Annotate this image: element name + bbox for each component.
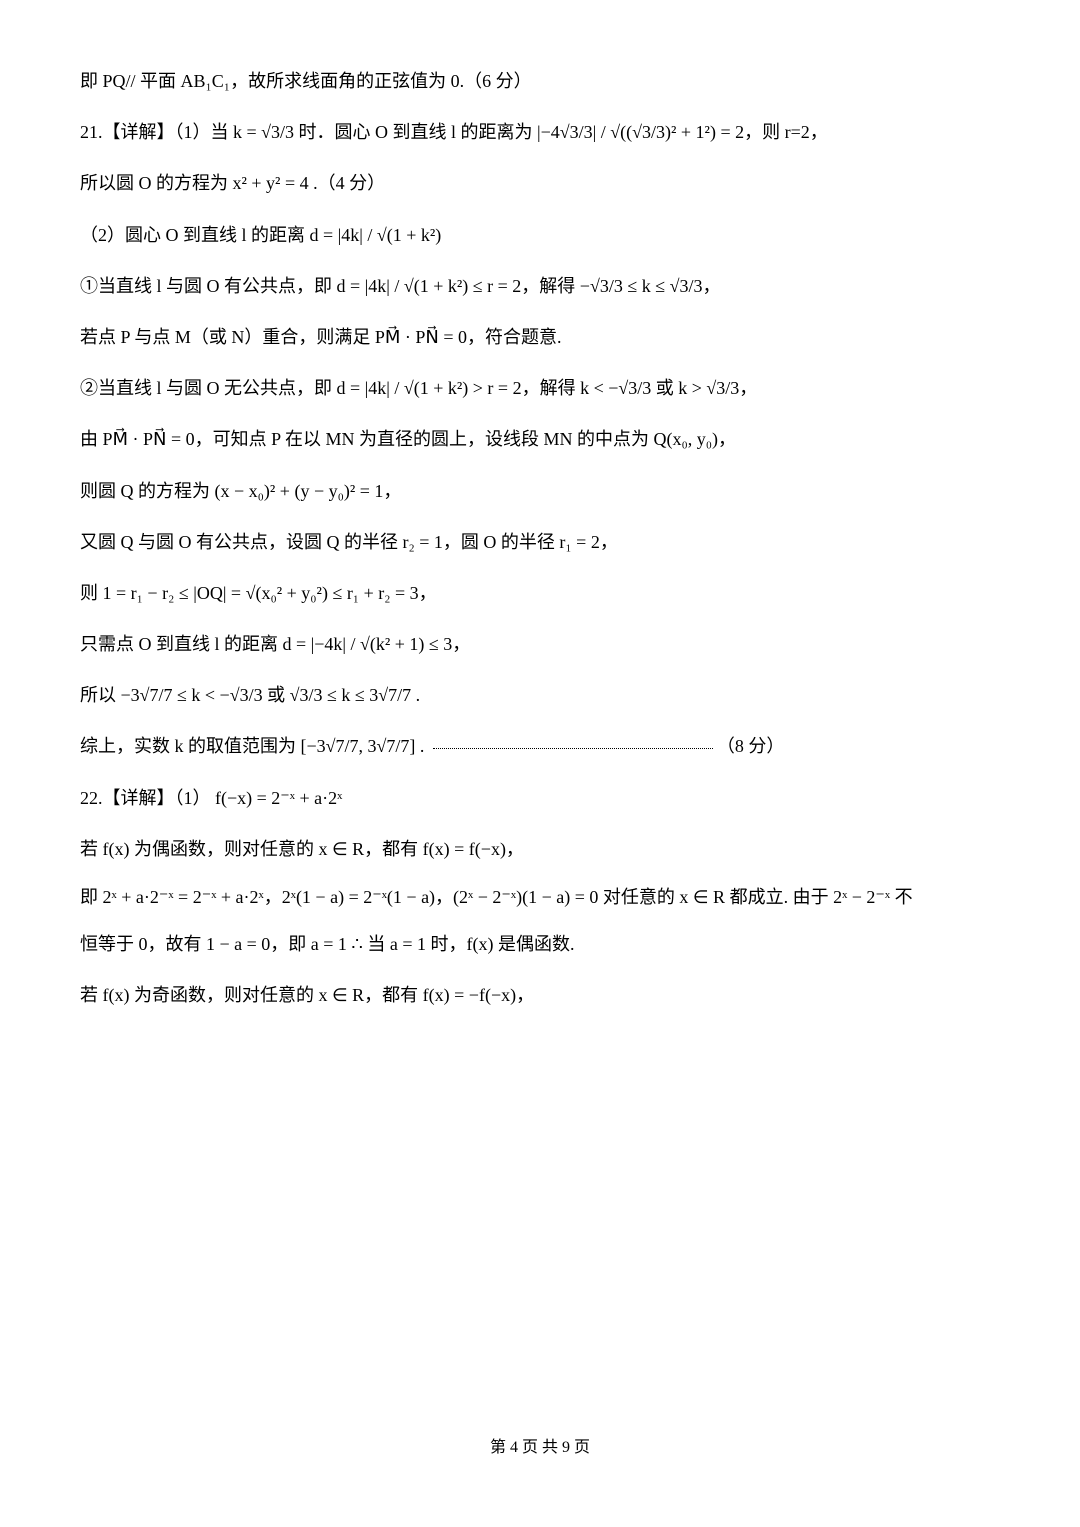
- line-21-part1: 21.【详解】（1）当 k = √3/3 时．圆心 O 到直线 l 的距离为 |…: [80, 111, 1000, 154]
- line-pq-plane: 即 PQ// 平面 AB₁C₁，故所求线面角的正弦值为 0.（6 分）: [80, 60, 1000, 103]
- line-odd-function: 若 f(x) 为奇函数，则对任意的 x ∈ R，都有 f(x) = −f(−x)…: [80, 974, 1000, 1017]
- page-footer: 第 4 页 共 9 页: [0, 1429, 1080, 1467]
- line-point-p: 若点 P 与点 M（或 N）重合，则满足 PM⃗ · PN⃗ = 0，符合题意.: [80, 316, 1000, 359]
- dotted-leader: [433, 748, 713, 749]
- line-distance-bound: 只需点 O 到直线 l 的距离 d = |−4k| / √(k² + 1) ≤ …: [80, 623, 1000, 666]
- line-even-derivation: 即 2ˣ + a·2⁻ˣ = 2⁻ˣ + a·2ˣ，2ˣ(1 − a) = 2⁻…: [80, 879, 1000, 915]
- line-oq-bound: 则 1 = r₁ − r₂ ≤ |OQ| = √(x₀² + y₀²) ≤ r₁…: [80, 572, 1000, 615]
- line-22-part1: 22.【详解】（1） f(−x) = 2⁻ˣ + a·2ˣ: [80, 777, 1000, 820]
- line-k-range: 所以 −3√7/7 ≤ k < −√3/3 或 √3/3 ≤ k ≤ 3√7/7…: [80, 674, 1000, 717]
- line-circle-eq: 所以圆 O 的方程为 x² + y² = 4 .（4 分）: [80, 162, 1000, 205]
- line-circle-q: 则圆 Q 的方程为 (x − x₀)² + (y − y₀)² = 1，: [80, 470, 1000, 513]
- line-even-function: 若 f(x) 为偶函数，则对任意的 x ∈ R，都有 f(x) = f(−x)，: [80, 828, 1000, 871]
- line-part2-distance: （2）圆心 O 到直线 l 的距离 d = |4k| / √(1 + k²): [80, 214, 1000, 257]
- conclusion-points: （8 分）: [717, 736, 785, 756]
- line-case1: ①当直线 l 与圆 O 有公共点，即 d = |4k| / √(1 + k²) …: [80, 265, 1000, 308]
- conclusion-text: 综上，实数 k 的取值范围为 [−3√7/7, 3√7/7] .: [80, 736, 429, 756]
- line-conclusion: 综上，实数 k 的取值范围为 [−3√7/7, 3√7/7] . （8 分）: [80, 725, 1000, 768]
- line-even-conclusion: 恒等于 0，故有 1 − a = 0，即 a = 1 ∴ 当 a = 1 时，f…: [80, 923, 1000, 966]
- line-mn-diameter: 由 PM⃗ · PN⃗ = 0，可知点 P 在以 MN 为直径的圆上，设线段 M…: [80, 418, 1000, 461]
- line-common-points: 又圆 Q 与圆 O 有公共点，设圆 Q 的半径 r₂ = 1，圆 O 的半径 r…: [80, 521, 1000, 564]
- line-case2: ②当直线 l 与圆 O 无公共点，即 d = |4k| / √(1 + k²) …: [80, 367, 1000, 410]
